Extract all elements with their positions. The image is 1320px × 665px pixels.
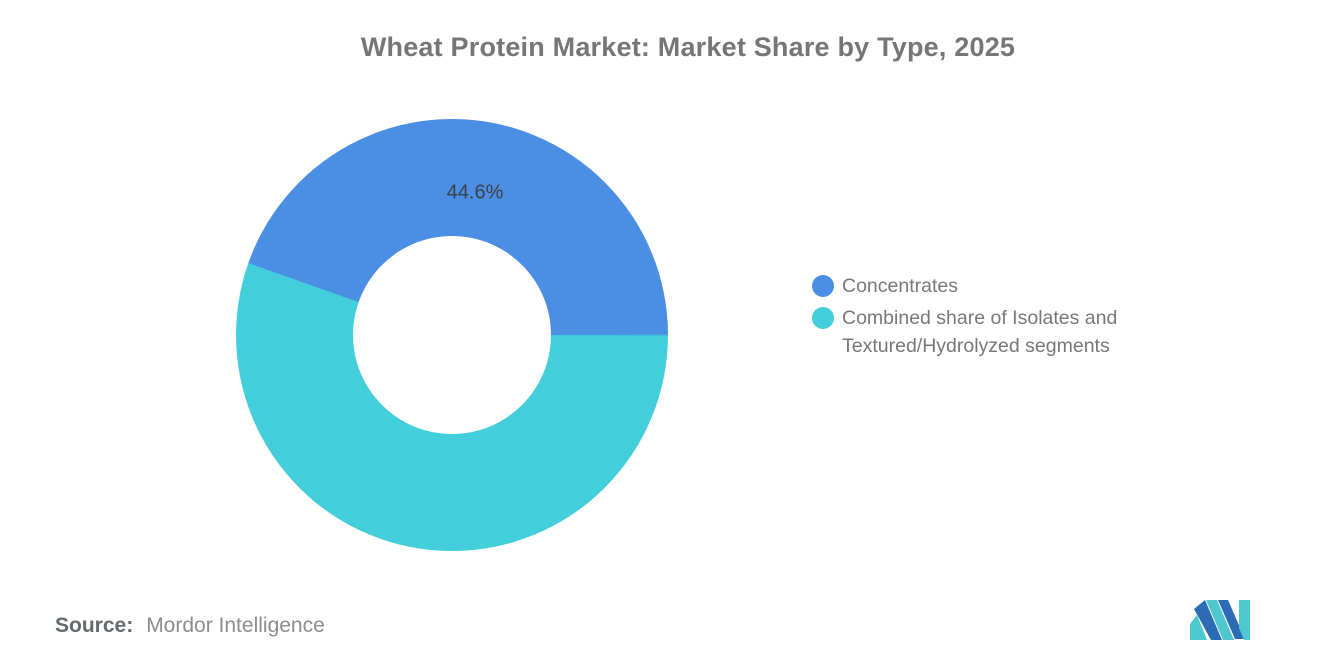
chart-title: Wheat Protein Market: Market Share by Ty…	[360, 32, 1016, 62]
legend-dot-concentrates-icon	[812, 275, 834, 297]
source-text: Mordor Intelligence	[146, 614, 325, 637]
legend-item-concentrates[interactable]: Concentrates	[812, 272, 1160, 300]
mordor-intelligence-logo	[1190, 600, 1250, 640]
source-line: Source: Mordor Intelligence	[55, 614, 325, 638]
slice-data-label: 44.6%	[446, 181, 504, 204]
legend-item-combined-share[interactable]: Combined share of Isolates and Textured/…	[812, 304, 1160, 360]
donut-hole	[353, 236, 551, 434]
legend-label-concentrates: Concentrates	[842, 275, 958, 297]
chart-legend: Concentrates Combined share of Isolates …	[812, 272, 1160, 364]
legend-dot-combined-share-icon	[812, 307, 834, 329]
donut-chart[interactable]	[236, 119, 668, 551]
source-prefix: Source:	[55, 614, 134, 637]
legend-label-combined-share: Combined share of Isolates and Textured/…	[842, 307, 1118, 357]
